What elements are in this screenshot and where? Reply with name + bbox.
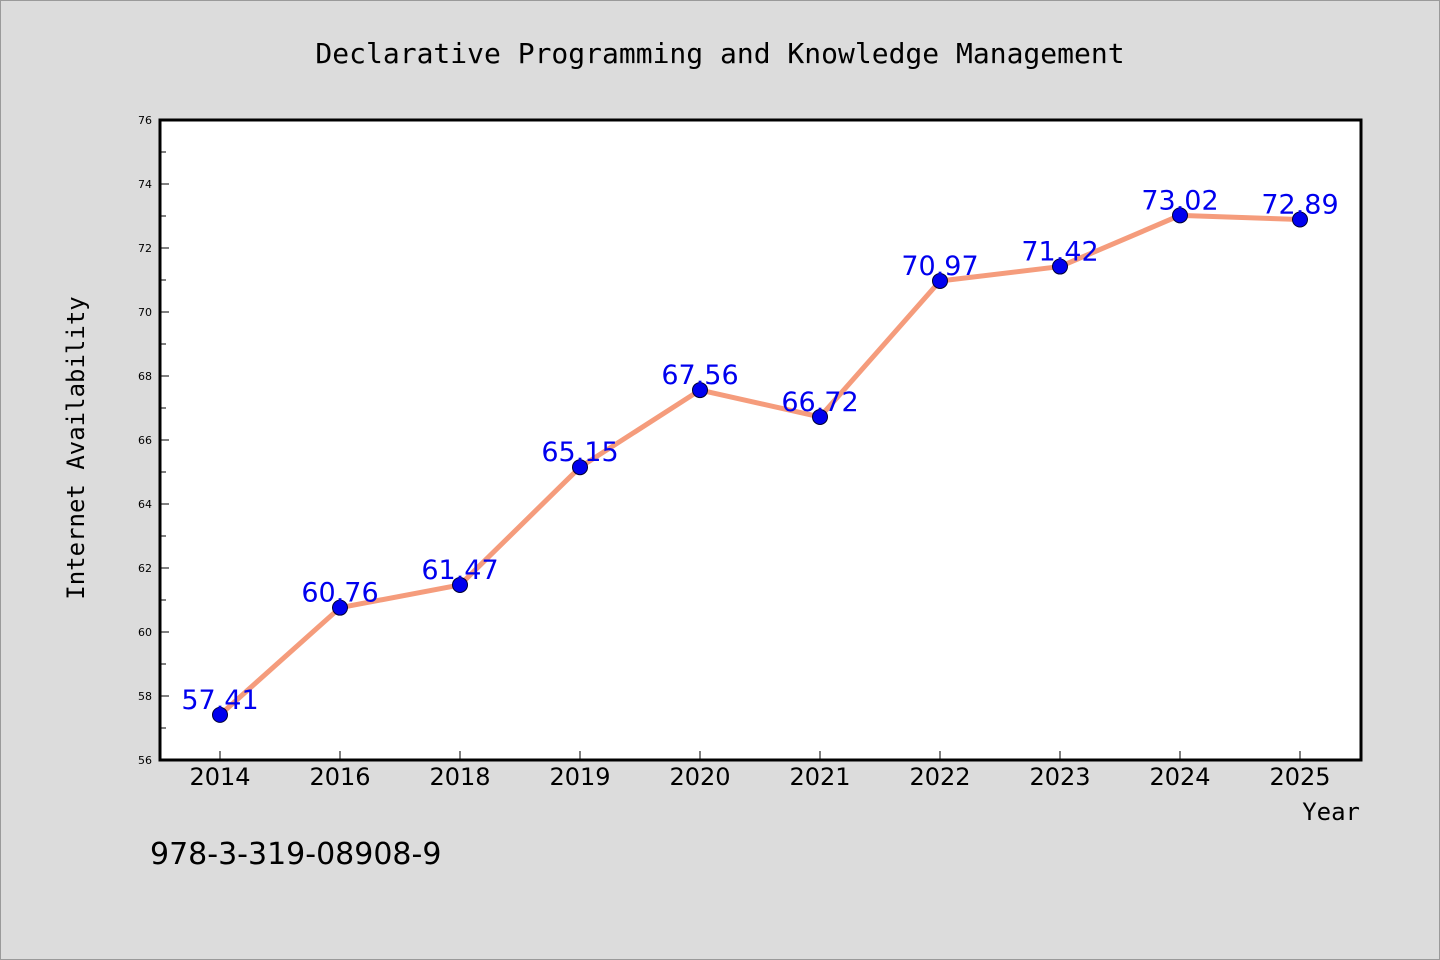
isbn-text: 978-3-319-08908-9 [150, 837, 441, 872]
data-label: 61.47 [421, 555, 498, 586]
data-label: 70.97 [901, 251, 978, 282]
x-tick-label: 2016 [309, 763, 370, 791]
data-label: 67.56 [661, 360, 738, 391]
data-label: 60.76 [301, 578, 378, 609]
data-point [212, 706, 228, 723]
data-point [1172, 207, 1188, 224]
data-point [452, 576, 468, 593]
y-tick-label: 60 [138, 626, 152, 639]
x-tick-label: 2025 [1269, 763, 1330, 791]
y-tick-label: 66 [138, 434, 152, 447]
x-tick-label: 2021 [789, 763, 850, 791]
data-label: 57.41 [181, 685, 258, 716]
x-tick-label: 2014 [189, 763, 250, 791]
y-tick-label: 74 [138, 178, 152, 191]
y-tick-label: 72 [138, 242, 152, 255]
x-tick-label: 2019 [549, 763, 610, 791]
y-tick-label: 64 [138, 498, 152, 511]
data-point [332, 599, 348, 616]
x-axis-label: Year [1302, 798, 1360, 826]
data-point [932, 272, 948, 289]
y-tick-label: 62 [138, 562, 152, 575]
data-point [1292, 211, 1308, 228]
x-tick-label: 2024 [1149, 763, 1210, 791]
data-label: 66.72 [781, 387, 858, 418]
data-label: 73.02 [1141, 185, 1218, 216]
data-label: 71.42 [1021, 237, 1098, 268]
data-label: 72.89 [1261, 190, 1338, 221]
data-point [572, 459, 588, 476]
chart-title: Declarative Programming and Knowledge Ma… [315, 37, 1124, 70]
y-axis-label: Internet Availability [62, 296, 90, 599]
plot-area [158, 118, 1363, 762]
data-label: 65.15 [541, 437, 618, 468]
x-tick-label: 2018 [429, 763, 490, 791]
y-tick-label: 76 [138, 114, 152, 127]
y-tick-label: 56 [138, 754, 152, 767]
x-tick-label: 2020 [669, 763, 730, 791]
data-point [692, 382, 708, 399]
y-tick-label: 58 [138, 690, 152, 703]
data-labels: 57.41 60.76 61.47 65.15 67.56 66.72 70.97 71.42… [181, 185, 1338, 716]
series-line [217, 212, 1303, 718]
data-point [812, 408, 828, 425]
x-axis: 2014 2016 2018 2019 2020 2021 2022 2023 2024 2025 [189, 751, 1331, 791]
series-markers [212, 207, 1308, 723]
data-point [1052, 258, 1068, 275]
x-tick-label: 2022 [909, 763, 970, 791]
y-axis: 56 58 60 62 64 66 68 70 72 74 76 [138, 114, 169, 767]
y-tick-label: 68 [138, 370, 152, 383]
y-tick-label: 70 [138, 306, 152, 319]
x-tick-label: 2023 [1029, 763, 1090, 791]
